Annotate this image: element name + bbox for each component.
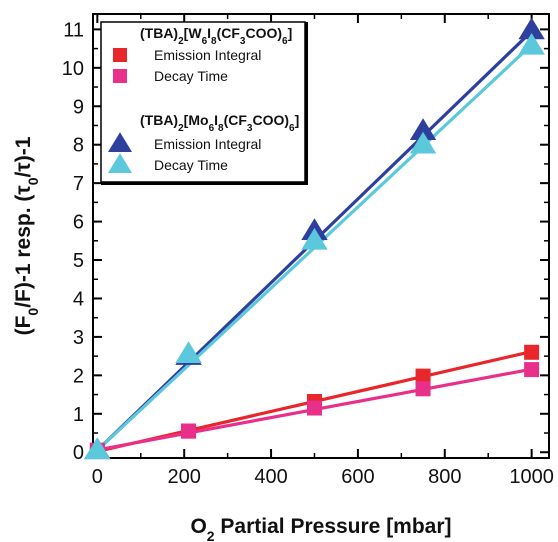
legend-shadow-right xyxy=(305,22,308,185)
y-tick-label: 3 xyxy=(73,327,84,349)
data-point xyxy=(181,423,197,439)
x-tick-label: 1000 xyxy=(509,466,554,488)
data-markers xyxy=(84,17,545,460)
y-tick-label: 11 xyxy=(63,19,84,41)
y-tick-label: 10 xyxy=(62,58,84,80)
legend-marker xyxy=(108,153,132,173)
y-axis-title: (F0/F)-1 resp. (τ0/τ)-1 xyxy=(12,136,41,335)
legend-entry-label: Decay Time xyxy=(154,68,228,84)
x-tick-label: 200 xyxy=(168,466,201,488)
y-tick-label: 6 xyxy=(73,212,84,234)
data-point xyxy=(518,32,545,55)
data-point xyxy=(409,118,437,141)
data-point xyxy=(518,17,545,40)
y-tick-label: 4 xyxy=(73,288,84,310)
y-axis: 0 1 2 3 4 5 6 7 8 9 10 11 xyxy=(62,19,549,464)
data-point xyxy=(409,131,437,154)
data-point xyxy=(84,437,111,460)
plot-frame xyxy=(92,13,550,459)
legend: (TBA)2[W6I8(CF3COO)6]Emission IntegralDe… xyxy=(100,21,308,185)
x-axis: 0 200 400 600 800 1000 xyxy=(92,14,554,488)
y-tick-label: 9 xyxy=(73,96,84,118)
y-tick-label: 0 xyxy=(73,442,84,464)
x-tick-label: 400 xyxy=(254,466,287,488)
data-point xyxy=(175,341,202,363)
legend-entry-label: Emission Integral xyxy=(154,47,261,63)
legend-marker xyxy=(108,132,132,152)
data-point xyxy=(524,362,540,378)
legend-group-title: (TBA)2[Mo6I8(CF3COO)6] xyxy=(140,112,299,134)
x-tick-label: 600 xyxy=(341,466,374,488)
plot-border xyxy=(92,13,550,459)
x-axis-title: O2 Partial Pressure [mbar] xyxy=(190,515,451,542)
data-point xyxy=(415,381,431,397)
y-tick-label: 5 xyxy=(73,250,84,272)
data-point xyxy=(415,368,431,384)
data-point xyxy=(306,400,322,416)
legend-marker xyxy=(113,48,127,62)
y-tick-label: 2 xyxy=(73,365,84,387)
x-tick-label: 0 xyxy=(92,466,103,488)
legend-entry-label: Decay Time xyxy=(154,157,228,173)
y-tick-label: 8 xyxy=(73,135,84,157)
legend-shadow-bottom xyxy=(101,182,305,185)
y-tick-label: 7 xyxy=(73,173,84,195)
legend-marker xyxy=(113,69,127,83)
data-point xyxy=(301,227,328,250)
x-tick-label: 800 xyxy=(428,466,461,488)
y-tick-label: 1 xyxy=(73,404,84,426)
legend-group-title: (TBA)2[W6I8(CF3COO)6] xyxy=(140,25,292,47)
legend-entry-label: Emission Integral xyxy=(154,136,261,152)
data-point xyxy=(524,344,540,360)
